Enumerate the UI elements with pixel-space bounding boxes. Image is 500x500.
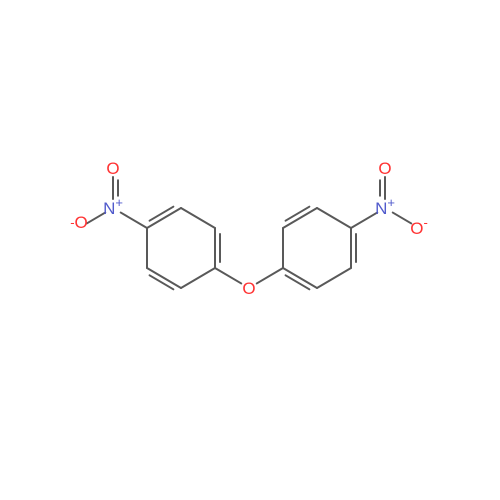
- atom-label: O: [106, 159, 119, 178]
- atom-label: -O: [70, 213, 88, 232]
- atom-label: N+: [375, 195, 395, 218]
- atom-label: N+: [103, 195, 123, 218]
- atom-label: O: [378, 159, 391, 178]
- chemical-structure-diagram: O N+ O -O N+ O O-: [0, 0, 500, 500]
- atom-label: O: [242, 279, 255, 298]
- atom-label: O-: [410, 215, 428, 238]
